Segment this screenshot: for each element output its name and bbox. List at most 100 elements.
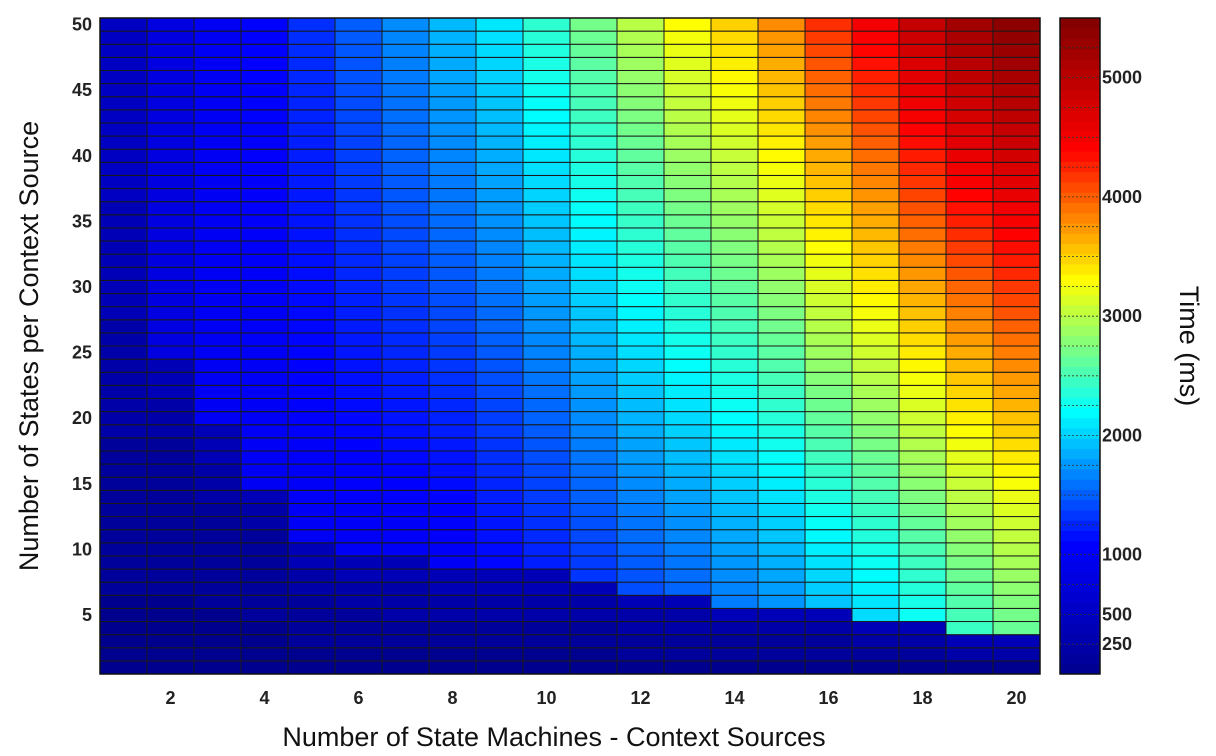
heatmap-cell	[804, 476, 853, 491]
heatmap-cell	[428, 476, 477, 491]
heatmap-cell	[146, 463, 195, 478]
colorbar-segment	[1060, 253, 1100, 265]
heatmap-cell	[193, 56, 242, 71]
heatmap-cell	[992, 135, 1041, 150]
heatmap-cell	[945, 581, 994, 596]
heatmap-cell	[334, 148, 383, 163]
heatmap-cell	[381, 463, 430, 478]
heatmap-cell	[99, 56, 148, 71]
heatmap-cell	[945, 214, 994, 229]
heatmap-cell	[146, 174, 195, 190]
heatmap-cell	[804, 384, 853, 399]
heatmap-cell	[334, 542, 383, 557]
heatmap-cell	[945, 161, 994, 176]
heatmap-cell	[146, 529, 195, 544]
heatmap-cell	[616, 188, 665, 203]
heatmap-cell	[898, 450, 947, 465]
heatmap-cell	[193, 122, 242, 137]
colorbar-segment	[1060, 315, 1100, 326]
heatmap-cell	[663, 69, 712, 85]
heatmap-cell	[757, 227, 806, 242]
heatmap-cell	[475, 463, 524, 478]
heatmap-cell	[945, 634, 994, 649]
heatmap-cell	[381, 397, 430, 413]
heatmap-cell	[804, 607, 853, 623]
heatmap-cell	[616, 135, 665, 150]
heatmap-cell	[334, 96, 383, 111]
heatmap-cell	[569, 594, 618, 609]
heatmap-cell	[945, 621, 994, 636]
heatmap-cell	[851, 43, 900, 58]
heatmap-cell	[428, 306, 477, 321]
heatmap-cell	[240, 148, 289, 163]
heatmap-cell	[710, 502, 759, 518]
heatmap-cell	[287, 516, 336, 531]
heatmap-cell	[240, 607, 289, 623]
heatmap-cell	[804, 647, 853, 662]
heatmap-cell	[710, 437, 759, 452]
colorbar-segment	[1060, 120, 1100, 132]
heatmap-cell	[898, 56, 947, 71]
heatmap-cell	[428, 516, 477, 531]
heatmap-cell	[710, 266, 759, 281]
heatmap-cell	[898, 227, 947, 242]
heatmap-cell	[898, 240, 947, 255]
heatmap-cell	[616, 555, 665, 570]
heatmap-cell	[616, 516, 665, 531]
heatmap-cell	[945, 69, 994, 85]
heatmap-cell	[851, 476, 900, 491]
heatmap-cell	[146, 83, 195, 98]
heatmap-cell	[710, 542, 759, 557]
heatmap-cell	[428, 319, 477, 334]
heatmap-cell	[99, 69, 148, 85]
heatmap-cell	[992, 83, 1041, 98]
colorbar-segment	[1060, 243, 1100, 255]
y-tick-label: 40	[72, 146, 92, 166]
heatmap-cell	[240, 437, 289, 452]
heatmap-cell	[945, 148, 994, 163]
heatmap-cell	[616, 253, 665, 268]
heatmap-cell	[240, 621, 289, 636]
heatmap-cell	[898, 201, 947, 216]
heatmap-cell	[381, 279, 430, 295]
heatmap-cell	[146, 148, 195, 163]
heatmap-cell	[616, 266, 665, 281]
heatmap-cell	[475, 489, 524, 504]
heatmap-cell	[287, 30, 336, 45]
heatmap-cell	[475, 227, 524, 242]
heatmap-cell	[475, 56, 524, 71]
heatmap-cell	[193, 424, 242, 439]
heatmap-cell	[146, 122, 195, 137]
heatmap-cell	[757, 69, 806, 85]
heatmap-cell	[428, 227, 477, 242]
heatmap-cell	[569, 358, 618, 373]
heatmap-cell	[522, 17, 571, 32]
heatmap-cell	[710, 83, 759, 98]
heatmap-cell	[475, 634, 524, 649]
heatmap-cell	[710, 96, 759, 111]
heatmap-cell	[428, 148, 477, 163]
heatmap-cell	[992, 279, 1041, 295]
heatmap-cell	[616, 109, 665, 124]
heatmap-cell	[616, 581, 665, 596]
heatmap-cell	[663, 568, 712, 583]
heatmap-cell	[334, 581, 383, 596]
heatmap-cell	[193, 607, 242, 623]
heatmap-cell	[898, 122, 947, 137]
heatmap-cell	[99, 384, 148, 399]
heatmap-cell	[569, 201, 618, 216]
colorbar-ticks: 250 500 1000 2000 3000 4000 5000	[1102, 68, 1142, 655]
heatmap-cell	[804, 148, 853, 163]
heatmap-cell	[428, 266, 477, 281]
heatmap-cell	[428, 463, 477, 478]
heatmap-cell	[287, 660, 336, 675]
heatmap-cell	[146, 56, 195, 71]
colorbar-segment	[1060, 407, 1100, 419]
heatmap-cell	[522, 397, 571, 413]
heatmap-cell	[569, 502, 618, 518]
heatmap-cell	[334, 489, 383, 504]
heatmap-cell	[334, 279, 383, 295]
heatmap-cell	[663, 17, 712, 32]
heatmap-cell	[898, 266, 947, 281]
heatmap-cell	[663, 555, 712, 570]
